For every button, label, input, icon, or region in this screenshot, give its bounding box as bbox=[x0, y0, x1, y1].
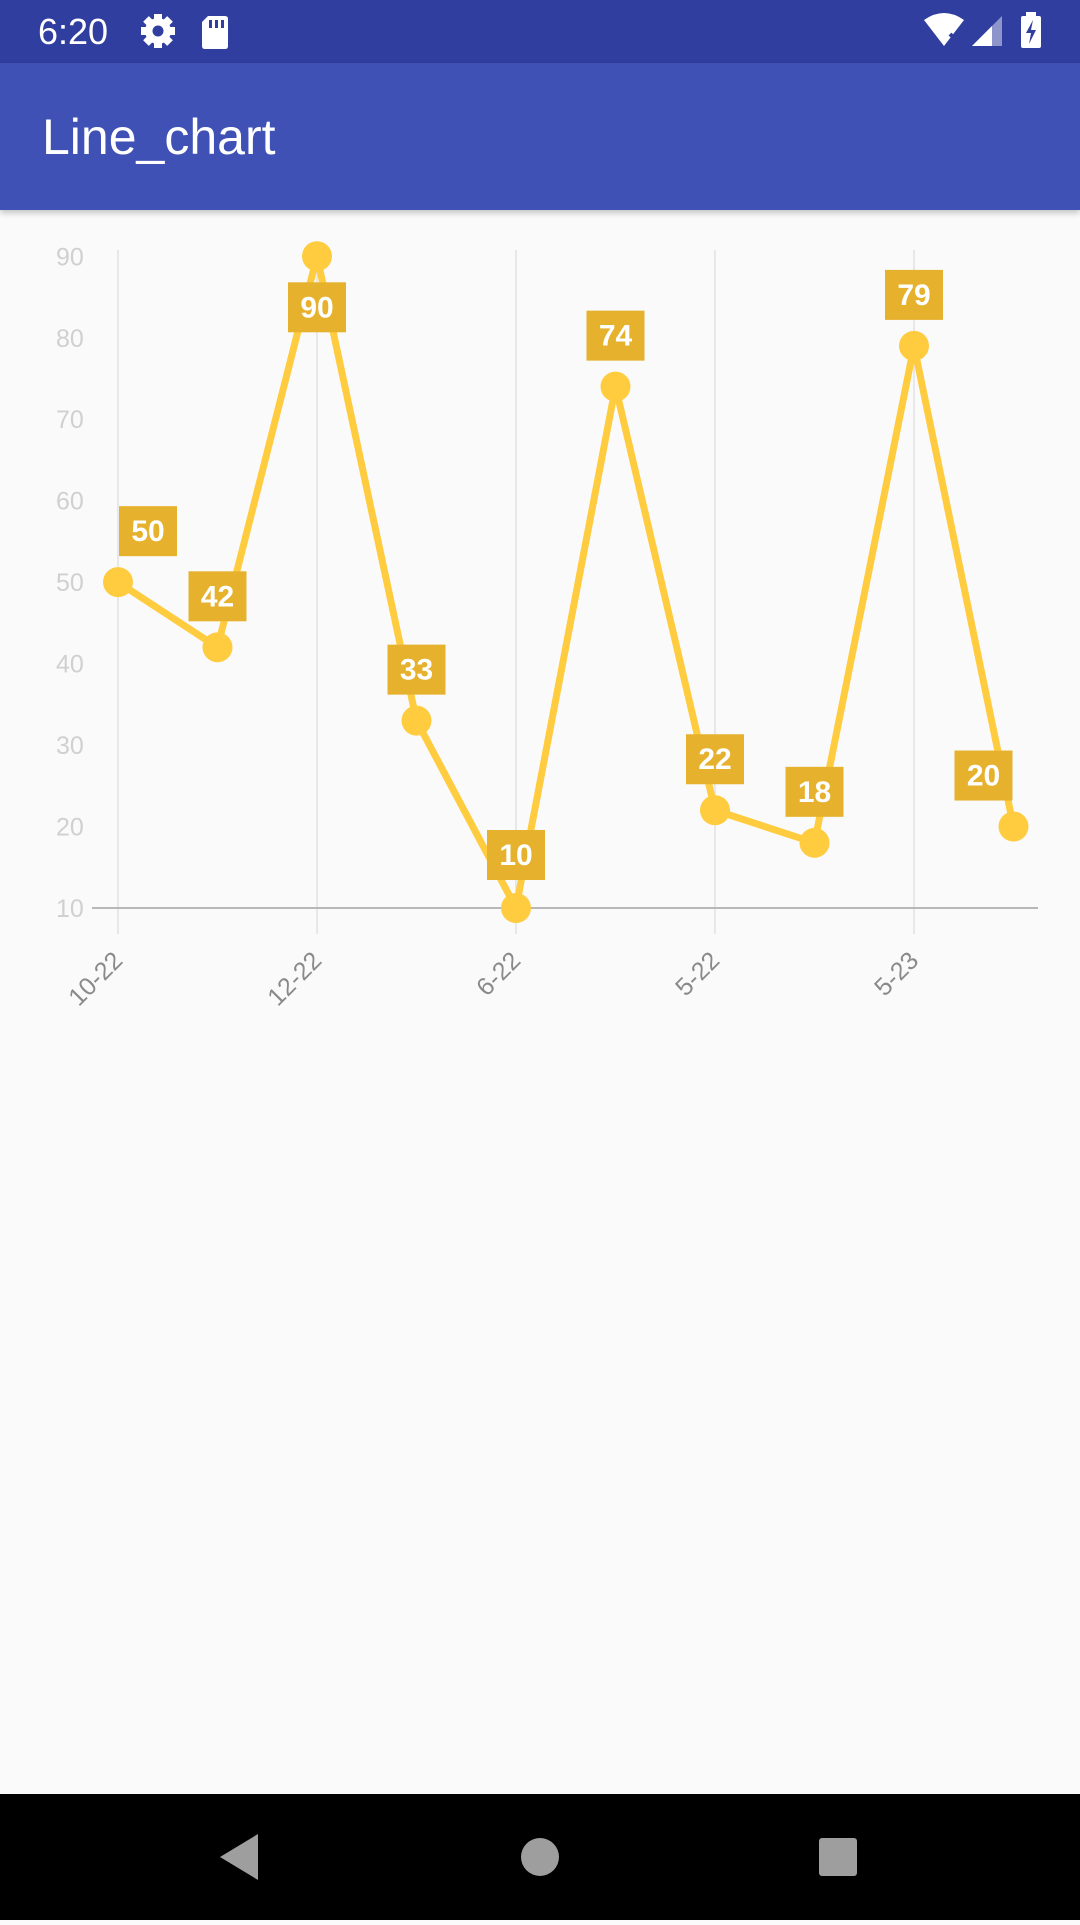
data-label-box bbox=[686, 734, 744, 785]
data-point bbox=[600, 371, 631, 402]
data-label-text: 22 bbox=[698, 743, 731, 776]
data-points bbox=[103, 241, 1029, 923]
line-chart: 10 20 30 40 50 60 70 80 90 10-22 12-22 6-22 5-22 5-2… bbox=[0, 210, 1080, 1070]
data-label: 10 bbox=[487, 830, 545, 880]
data-label-text: 50 bbox=[131, 515, 164, 548]
data-label-box bbox=[785, 766, 844, 817]
data-point bbox=[103, 567, 133, 598]
data-point bbox=[501, 893, 531, 923]
sd-card-icon bbox=[198, 0, 232, 68]
back-icon[interactable] bbox=[200, 1794, 280, 1925]
data-label: 20 bbox=[954, 750, 1013, 801]
navigation-bar bbox=[0, 1794, 1080, 1920]
data-label: 33 bbox=[387, 644, 446, 695]
status-time: 6:20 bbox=[38, 11, 109, 52]
battery-charging-icon bbox=[1018, 0, 1044, 68]
data-label-text: 79 bbox=[897, 279, 930, 312]
y-tick-label: 90 bbox=[56, 243, 84, 271]
data-point bbox=[302, 241, 332, 272]
line-chart-svg: 10 20 30 40 50 60 70 80 90 10-22 12-22 6-22 5-22 5-2… bbox=[56, 241, 1038, 1011]
x-tick-label: 5-22 bbox=[670, 946, 725, 1001]
data-label-text: 20 bbox=[967, 760, 1000, 793]
y-tick-label: 20 bbox=[56, 814, 84, 842]
data-point bbox=[202, 632, 233, 663]
x-axis-ticks: 10-22 12-22 6-22 5-22 5-23 bbox=[63, 946, 924, 1011]
home-icon[interactable] bbox=[500, 1794, 580, 1925]
x-tick-label: 12-22 bbox=[262, 946, 327, 1011]
data-label: 50 bbox=[119, 506, 177, 557]
x-tick-label: 10-22 bbox=[63, 946, 128, 1011]
y-tick-label: 50 bbox=[56, 569, 84, 597]
data-label-box bbox=[288, 282, 346, 333]
series-line-path bbox=[116, 252, 1017, 912]
data-label-box bbox=[586, 310, 645, 361]
data-point bbox=[799, 827, 830, 858]
app-title: Line_chart bbox=[42, 109, 276, 165]
recents-icon[interactable] bbox=[798, 1794, 878, 1925]
app-bar: Line_chart bbox=[0, 63, 1080, 210]
data-label: 90 bbox=[288, 282, 346, 333]
data-point bbox=[401, 705, 432, 736]
wifi-icon bbox=[922, 0, 966, 68]
data-label: 74 bbox=[586, 310, 645, 361]
data-label: 42 bbox=[188, 571, 247, 622]
data-label-text: 18 bbox=[798, 776, 831, 809]
data-point bbox=[998, 811, 1029, 842]
y-tick-label: 10 bbox=[56, 895, 84, 923]
gear-icon bbox=[138, 0, 178, 68]
data-label-text: 74 bbox=[599, 320, 633, 353]
data-label-box bbox=[188, 571, 247, 622]
y-tick-label: 30 bbox=[56, 732, 84, 760]
data-label-text: 90 bbox=[300, 291, 333, 324]
x-tick-label: 5-23 bbox=[869, 946, 924, 1001]
data-label: 22 bbox=[686, 734, 744, 785]
y-tick-label: 80 bbox=[56, 325, 84, 353]
data-label-text: 33 bbox=[400, 654, 433, 687]
data-label-box bbox=[387, 644, 446, 695]
data-label-text: 42 bbox=[201, 580, 234, 613]
data-label: 18 bbox=[785, 766, 844, 817]
data-label-box bbox=[119, 506, 177, 557]
data-labels: 50 42 90 33 10 74 22 18 79 20 bbox=[119, 269, 1013, 880]
status-bar: 6:20 bbox=[0, 0, 1080, 63]
data-label-text: 10 bbox=[499, 839, 532, 872]
data-label-box bbox=[487, 830, 545, 880]
signal-icon bbox=[970, 0, 1004, 68]
x-tick-label: 6-22 bbox=[471, 946, 526, 1001]
series-line bbox=[116, 252, 1017, 912]
data-label: 79 bbox=[885, 269, 943, 320]
data-point bbox=[700, 795, 730, 826]
data-label-box bbox=[954, 750, 1013, 801]
data-point bbox=[899, 330, 929, 361]
y-axis-ticks: 10 20 30 40 50 60 70 80 90 bbox=[56, 243, 84, 923]
data-label-box bbox=[885, 269, 943, 320]
y-tick-label: 70 bbox=[56, 406, 84, 434]
y-tick-label: 40 bbox=[56, 651, 84, 679]
y-tick-label: 60 bbox=[56, 488, 84, 516]
